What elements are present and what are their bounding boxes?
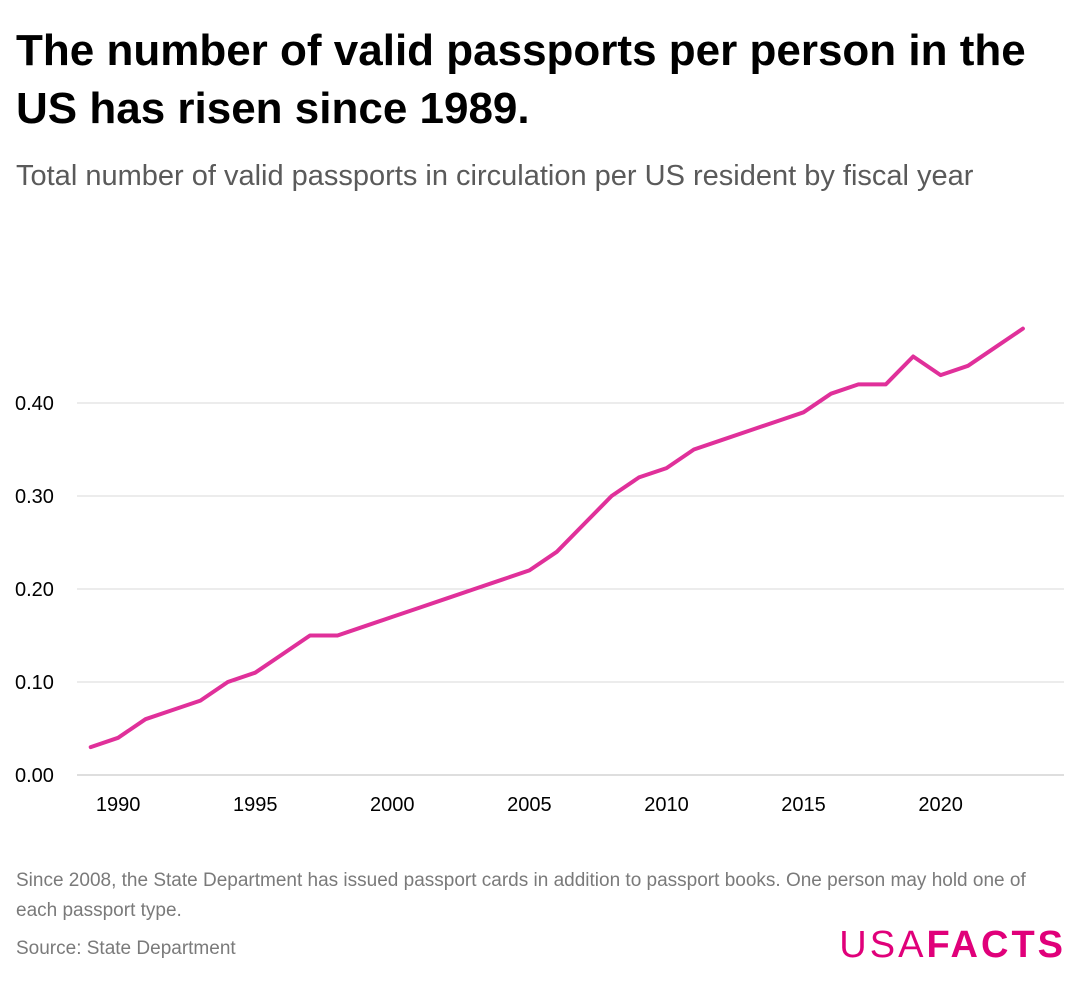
data-point [802, 410, 806, 414]
data-point [610, 494, 614, 498]
y-tick-label: 0.10 [15, 672, 54, 694]
x-tick-label: 1995 [233, 794, 278, 816]
series-group [88, 326, 1025, 750]
line-chart: 0.00 0.10 0.20 0.30 0.40 1990 1995 2000 2005 201… [15, 326, 1064, 816]
data-point [527, 568, 531, 572]
data-point [829, 392, 833, 396]
y-tick-label: 0.20 [15, 579, 54, 601]
data-point [418, 606, 422, 610]
y-tick-label: 0.40 [15, 393, 54, 415]
usafacts-logo[interactable]: USAFACTS [839, 922, 1066, 968]
data-point [692, 448, 696, 451]
data-point [774, 420, 778, 424]
x-tick-label: 2000 [370, 794, 415, 816]
y-tick-label: 0.00 [15, 765, 54, 787]
data-point [1021, 327, 1025, 331]
data-point [335, 634, 339, 637]
data-point [664, 466, 668, 470]
data-point [719, 438, 723, 442]
data-point [198, 699, 202, 703]
data-point [144, 717, 148, 721]
data-point [171, 708, 175, 712]
logo-usa-text: USA [839, 924, 927, 966]
x-tick-label: 1990 [96, 794, 141, 816]
x-tick-label: 2020 [918, 794, 963, 816]
series-line [88, 326, 1025, 750]
chart-subtitle: Total number of valid passports in circu… [16, 160, 974, 192]
data-point [966, 364, 970, 368]
source-note: Source: State Department [16, 938, 236, 959]
data-point [253, 671, 257, 675]
data-point [390, 615, 394, 619]
y-axis-ticks: 0.00 0.10 0.20 0.30 0.40 [15, 393, 54, 787]
data-point [939, 373, 943, 377]
gridlines [77, 402, 1064, 776]
logo-facts-text: FACTS [926, 924, 1066, 966]
data-point [747, 429, 751, 433]
data-point [445, 596, 449, 600]
data-point [856, 382, 860, 386]
data-point [884, 382, 888, 386]
data-point [89, 745, 93, 749]
data-point [473, 587, 477, 591]
data-point [582, 522, 586, 526]
data-point [500, 578, 504, 582]
data-point [555, 550, 559, 554]
data-point [363, 624, 367, 628]
footnote: Since 2008, the State Department has iss… [16, 870, 1026, 921]
chart-title: The number of valid passports per person… [16, 26, 1026, 133]
x-axis-ticks: 1990 1995 2000 2005 2010 2015 2020 [96, 794, 963, 816]
y-tick-label: 0.30 [15, 486, 54, 508]
x-tick-label: 2005 [507, 794, 552, 816]
data-point [308, 634, 312, 637]
x-tick-label: 2010 [644, 794, 689, 816]
data-point [281, 652, 285, 656]
data-point [226, 680, 230, 684]
data-point [911, 355, 915, 358]
data-point [993, 345, 997, 349]
data-point [637, 475, 641, 479]
data-point [116, 736, 120, 740]
x-tick-label: 2015 [781, 794, 826, 816]
